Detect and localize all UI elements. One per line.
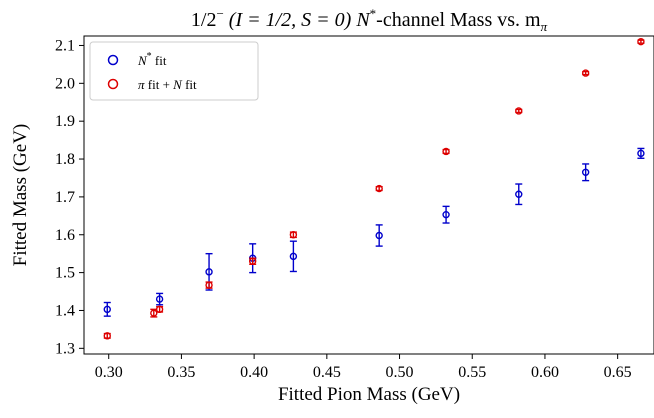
data-point xyxy=(289,231,298,239)
data-point xyxy=(155,305,164,314)
data-point xyxy=(103,332,111,340)
data-point xyxy=(581,69,590,77)
y-tick-label: 1.3 xyxy=(55,340,75,357)
data-point xyxy=(150,309,158,317)
y-axis: 1.3 1.4 1.5 1.6 1.7 1.8 1.9 2.0 2.1 xyxy=(55,37,84,357)
data-point xyxy=(205,281,213,289)
title-rest-sub: π xyxy=(541,19,548,34)
y-tick-label: 1.4 xyxy=(55,302,75,319)
data-point xyxy=(375,184,383,193)
data-point xyxy=(581,168,590,176)
legend-marker-pi-n xyxy=(107,78,119,90)
data-point xyxy=(248,257,257,265)
y-tick-label: 2.1 xyxy=(55,37,75,54)
legend-label-nstar: N* fit xyxy=(137,51,167,68)
data-point xyxy=(637,37,645,46)
data-point xyxy=(289,252,298,261)
data-point xyxy=(442,210,450,219)
data-points xyxy=(103,37,645,340)
data-point xyxy=(637,149,645,158)
y-tick-label: 1.5 xyxy=(55,265,75,282)
x-tick-label: 0.60 xyxy=(531,364,559,381)
series-pi-plus-n-fit xyxy=(103,37,645,340)
x-axis: 0.30 0.35 0.40 0.45 0.50 0.55 0.60 0.65 xyxy=(95,354,632,381)
data-point xyxy=(155,295,164,303)
y-tick-label: 1.8 xyxy=(55,151,75,168)
legend-label-pi-n: π fit + N fit xyxy=(138,77,197,92)
x-tick-label: 0.50 xyxy=(386,364,414,381)
y-axis-label: Fitted Mass (GeV) xyxy=(10,124,31,266)
x-tick-label: 0.30 xyxy=(95,364,123,381)
x-tick-label: 0.65 xyxy=(604,364,632,381)
title-quantum: (I = 1/2, S = 0) xyxy=(224,9,357,31)
y-tick-label: 1.6 xyxy=(55,227,75,244)
data-point xyxy=(515,190,523,198)
data-point xyxy=(103,305,111,314)
data-point xyxy=(442,147,450,156)
x-axis-label: Fitted Pion Mass (GeV) xyxy=(278,384,460,405)
title-rest: -channel Mass vs. m xyxy=(376,9,541,31)
data-point xyxy=(205,268,213,276)
legend-marker-nstar xyxy=(107,54,119,66)
title-sup-minus: − xyxy=(216,6,223,21)
y-tick-label: 1.9 xyxy=(55,113,75,130)
y-tick-label: 1.7 xyxy=(55,189,75,206)
title-channel-sup: * xyxy=(370,6,377,21)
data-point xyxy=(515,107,523,115)
title-channel: N xyxy=(355,9,371,31)
x-tick-label: 0.35 xyxy=(167,364,195,381)
y-tick-label: 2.0 xyxy=(55,75,75,92)
x-tick-label: 0.40 xyxy=(240,364,268,381)
data-point xyxy=(375,231,383,240)
legend-frame xyxy=(89,41,259,101)
chart-title: 1/2− (I = 1/2, S = 0) N*-channel Mass vs… xyxy=(191,6,548,34)
series-nstar-fit xyxy=(103,147,645,317)
x-tick-label: 0.45 xyxy=(313,364,341,381)
plot-frame xyxy=(83,35,654,355)
x-tick-label: 0.55 xyxy=(458,364,486,381)
title-main: 1/2 xyxy=(191,9,217,31)
legend: N* fit π fit + N fit xyxy=(89,41,259,101)
